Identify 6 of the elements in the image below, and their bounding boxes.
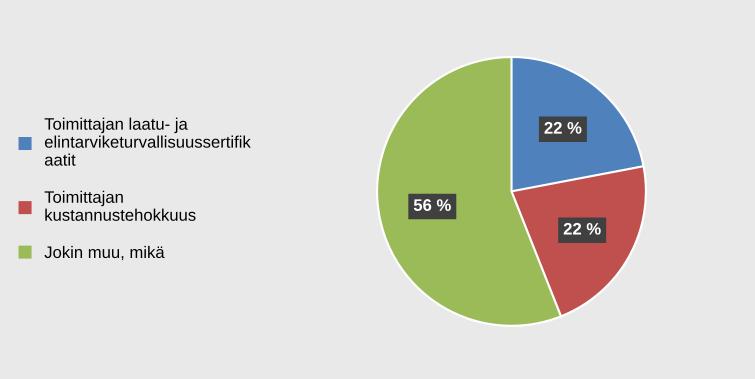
data-label: 22 % [544, 122, 582, 134]
data-label: 56 % [414, 199, 451, 211]
data-label: 22 % [564, 222, 601, 235]
legend-label: Toimittajan kustannustehokkuus [44, 190, 196, 221]
legend-label: Jokin muu, mikä [44, 246, 165, 260]
legend-label: Toimittajan laatu- ja elintarviketurvallisuussertifik aatit [44, 118, 251, 166]
